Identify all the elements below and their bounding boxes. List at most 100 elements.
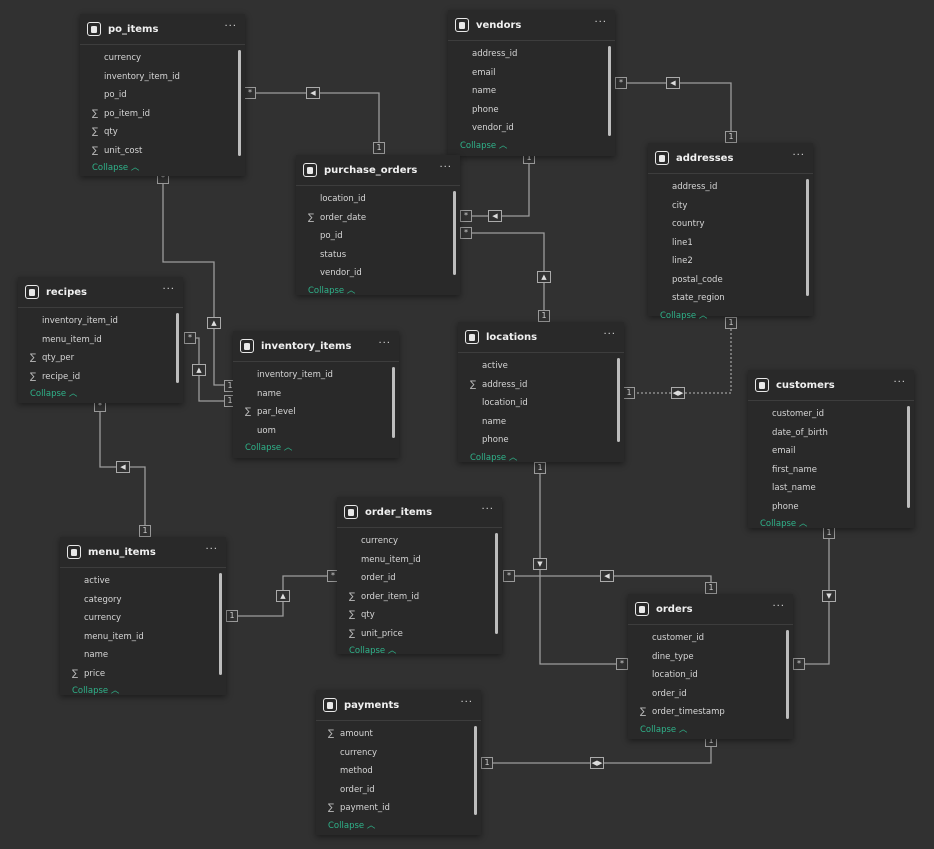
more-options-button[interactable]: ··· xyxy=(893,377,906,388)
more-options-button[interactable]: ··· xyxy=(378,338,391,349)
table-card-recipes[interactable]: recipes ··· inventory_item_id menu_item_… xyxy=(18,277,183,403)
column-row[interactable]: active xyxy=(60,572,226,591)
column-row[interactable]: currency xyxy=(60,609,226,628)
column-row[interactable]: last_name xyxy=(748,479,914,498)
column-row[interactable]: ∑ recipe_id xyxy=(18,368,183,387)
collapse-button[interactable]: Collapse ︿ xyxy=(72,684,226,696)
table-header[interactable]: inventory_items ··· xyxy=(233,331,399,362)
column-row[interactable]: ∑ order_date xyxy=(296,209,460,228)
column-row[interactable]: address_id xyxy=(648,178,813,197)
scrollbar[interactable] xyxy=(453,191,456,275)
column-row[interactable]: ∑ po_item_id xyxy=(80,105,245,124)
column-row[interactable]: location_id xyxy=(296,190,460,209)
collapse-button[interactable]: Collapse ︿ xyxy=(308,284,460,296)
column-row[interactable]: phone xyxy=(748,498,914,517)
column-row[interactable]: uom xyxy=(233,422,399,441)
more-options-button[interactable]: ··· xyxy=(792,150,805,161)
collapse-button[interactable]: Collapse ︿ xyxy=(328,819,481,831)
column-row[interactable]: order_id xyxy=(316,781,481,800)
collapse-button[interactable]: Collapse ︿ xyxy=(640,723,793,735)
table-header[interactable]: order_items ··· xyxy=(337,497,502,528)
table-header[interactable]: customers ··· xyxy=(748,370,914,401)
table-card-addresses[interactable]: addresses ··· address_id city country li… xyxy=(648,143,813,321)
column-row[interactable]: name xyxy=(233,385,399,404)
relationship-line-vendors-addresses[interactable] xyxy=(621,82,732,137)
column-row[interactable]: currency xyxy=(316,744,481,763)
table-card-purchase_orders[interactable]: purchase_orders ··· location_id ∑ order_… xyxy=(296,155,460,296)
collapse-button[interactable]: Collapse ︿ xyxy=(30,387,183,399)
table-card-order_items[interactable]: order_items ··· currency menu_item_id or… xyxy=(337,497,502,656)
column-row[interactable]: line2 xyxy=(648,252,813,271)
column-row[interactable]: ∑ address_id xyxy=(458,376,624,395)
column-row[interactable]: po_id xyxy=(296,227,460,246)
scrollbar[interactable] xyxy=(907,406,910,508)
column-row[interactable]: po_id xyxy=(80,86,245,105)
collapse-button[interactable]: Collapse ︿ xyxy=(660,309,813,321)
column-row[interactable]: inventory_item_id xyxy=(18,312,183,331)
scrollbar[interactable] xyxy=(219,573,222,675)
more-options-button[interactable]: ··· xyxy=(594,17,607,28)
column-row[interactable]: ∑ qty xyxy=(80,123,245,142)
more-options-button[interactable]: ··· xyxy=(205,544,218,555)
table-header[interactable]: purchase_orders ··· xyxy=(296,155,460,186)
column-row[interactable]: customer_id xyxy=(628,629,793,648)
column-row[interactable]: name xyxy=(458,413,624,432)
table-card-customers[interactable]: customers ··· customer_id date_of_birth … xyxy=(748,370,914,529)
scrollbar[interactable] xyxy=(806,179,809,296)
relationship-line-purchase_orders-locations[interactable] xyxy=(466,232,545,316)
column-row[interactable]: ∑ qty xyxy=(337,606,502,625)
scrollbar[interactable] xyxy=(617,358,620,442)
column-row[interactable]: ∑ amount xyxy=(316,725,481,744)
table-header[interactable]: recipes ··· xyxy=(18,277,183,308)
relationship-line-purchase_orders-vendors[interactable] xyxy=(466,158,530,217)
scrollbar[interactable] xyxy=(786,630,789,719)
more-options-button[interactable]: ··· xyxy=(162,284,175,295)
table-header[interactable]: locations ··· xyxy=(458,322,624,353)
column-row[interactable]: order_id xyxy=(337,569,502,588)
column-row[interactable]: ∑ par_level xyxy=(233,403,399,422)
relationship-line-po_items-inventory_items[interactable] xyxy=(162,178,230,386)
column-row[interactable]: ∑ order_item_id xyxy=(337,588,502,607)
column-row[interactable]: ∑ order_timestamp xyxy=(628,703,793,722)
column-row[interactable]: address_id xyxy=(448,45,615,64)
column-row[interactable]: customer_id xyxy=(748,405,914,424)
column-row[interactable]: ∑ payment_id xyxy=(316,799,481,818)
table-header[interactable]: menu_items ··· xyxy=(60,537,226,568)
relationship-line-payments-orders[interactable] xyxy=(487,741,712,764)
collapse-button[interactable]: Collapse ︿ xyxy=(460,139,615,151)
table-card-vendors[interactable]: vendors ··· address_id email name phone … xyxy=(448,10,615,156)
more-options-button[interactable]: ··· xyxy=(439,162,452,173)
more-options-button[interactable]: ··· xyxy=(603,329,616,340)
collapse-button[interactable]: Collapse ︿ xyxy=(760,517,914,529)
column-row[interactable]: method xyxy=(316,762,481,781)
column-row[interactable]: ∑ qty_per xyxy=(18,349,183,368)
table-card-payments[interactable]: payments ··· ∑ amount currency method or… xyxy=(316,690,481,835)
column-row[interactable]: menu_item_id xyxy=(60,628,226,647)
column-row[interactable]: first_name xyxy=(748,461,914,480)
table-header[interactable]: vendors ··· xyxy=(448,10,615,41)
table-card-locations[interactable]: locations ··· active ∑ address_id locati… xyxy=(458,322,624,463)
column-row[interactable]: line1 xyxy=(648,234,813,253)
collapse-button[interactable]: Collapse ︿ xyxy=(470,451,624,463)
relationship-line-orders-locations[interactable] xyxy=(539,468,622,665)
column-row[interactable]: ∑ unit_cost xyxy=(80,142,245,161)
column-row[interactable]: city xyxy=(648,197,813,216)
column-row[interactable]: ∑ unit_price xyxy=(337,625,502,644)
column-row[interactable]: inventory_item_id xyxy=(80,68,245,87)
more-options-button[interactable]: ··· xyxy=(460,697,473,708)
column-row[interactable]: phone xyxy=(448,101,615,120)
relationship-line-locations-addresses[interactable] xyxy=(629,323,732,394)
column-row[interactable]: email xyxy=(448,64,615,83)
collapse-button[interactable]: Collapse ︿ xyxy=(349,644,502,656)
more-options-button[interactable]: ··· xyxy=(224,21,237,32)
table-card-po_items[interactable]: po_items ··· currency inventory_item_id … xyxy=(80,14,245,176)
column-row[interactable]: dine_type xyxy=(628,648,793,667)
column-row[interactable]: currency xyxy=(80,49,245,68)
column-row[interactable]: postal_code xyxy=(648,271,813,290)
scrollbar[interactable] xyxy=(392,367,395,438)
column-row[interactable]: category xyxy=(60,591,226,610)
scrollbar[interactable] xyxy=(495,533,498,634)
collapse-button[interactable]: Collapse ︿ xyxy=(92,161,245,173)
column-row[interactable]: currency xyxy=(337,532,502,551)
column-row[interactable]: name xyxy=(448,82,615,101)
